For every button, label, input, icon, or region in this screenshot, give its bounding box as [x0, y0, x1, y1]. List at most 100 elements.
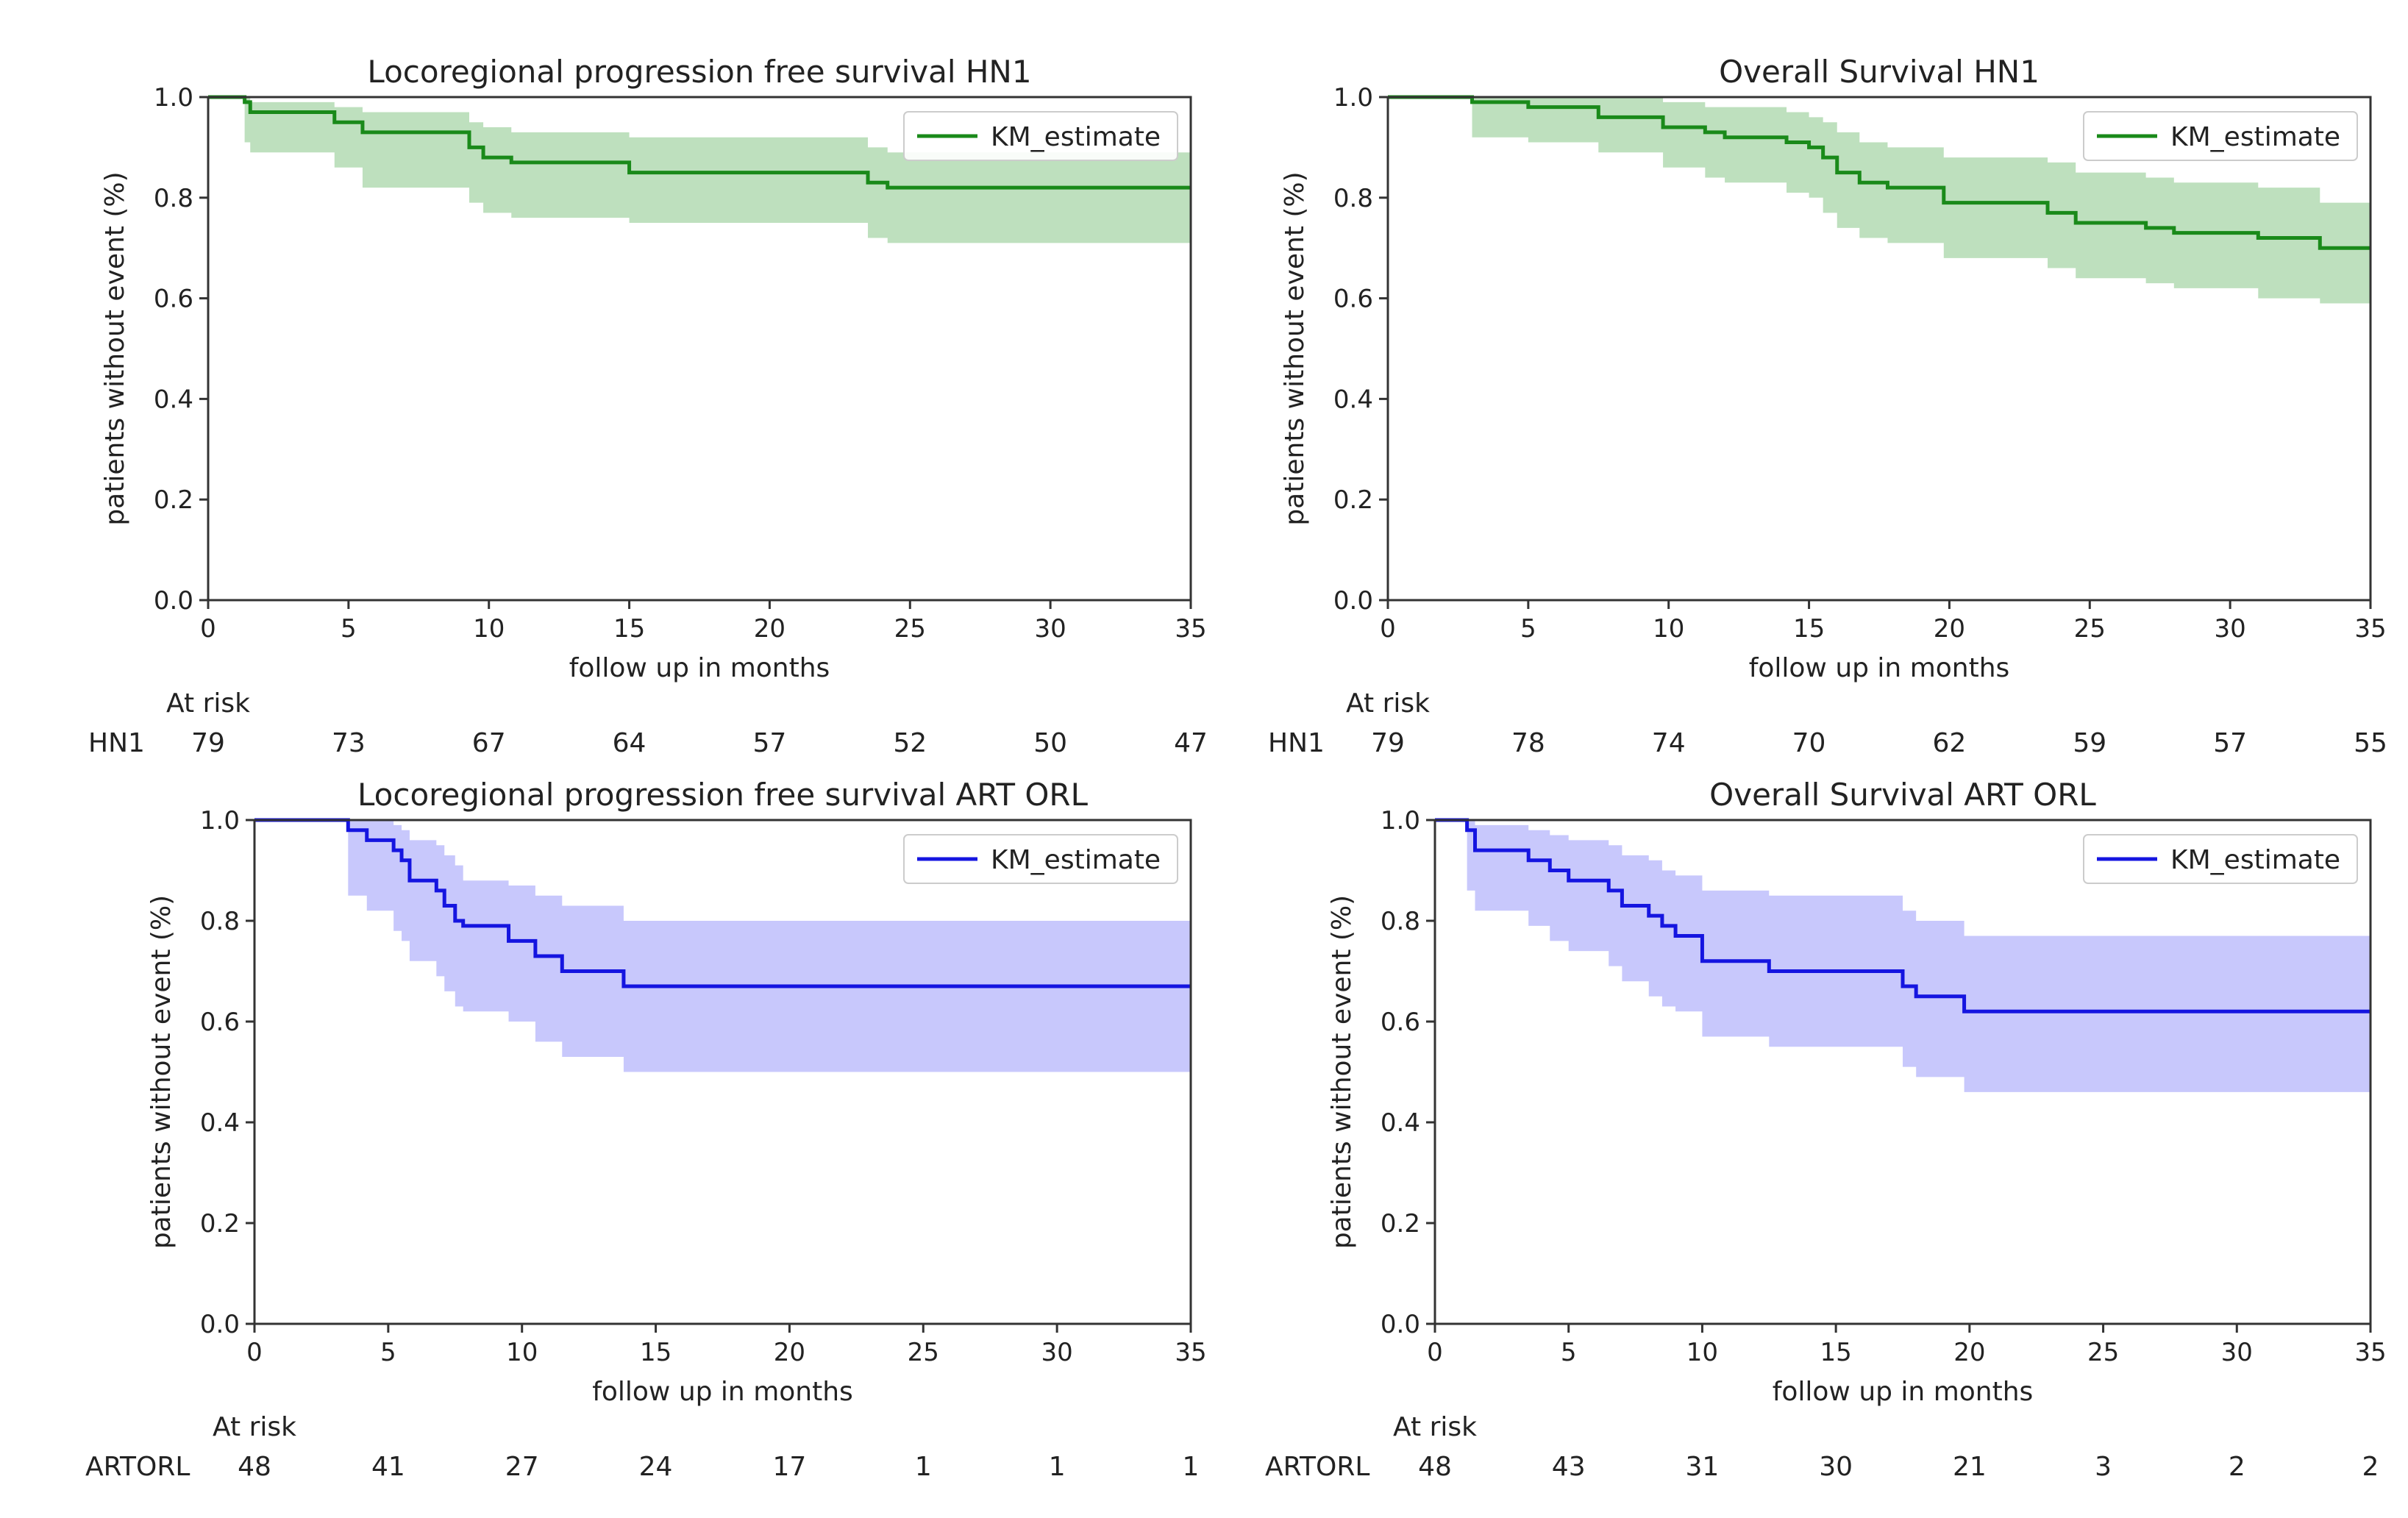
y-tick-label: 0.6	[1381, 1008, 1420, 1037]
risk-count: 52	[893, 728, 927, 758]
x-tick-label: 25	[2074, 614, 2106, 644]
risk-count: 70	[1792, 728, 1826, 758]
x-tick-label: 25	[894, 614, 926, 644]
x-axis-label: follow up in months	[592, 1377, 853, 1407]
km-estimate-line	[1435, 818, 2370, 1013]
risk-count: 79	[1371, 728, 1405, 758]
x-tick-label: 30	[1035, 614, 1066, 644]
x-tick-label: 5	[1561, 1338, 1577, 1367]
x-tick-label: 10	[1653, 614, 1684, 644]
x-tick-label: 25	[908, 1338, 939, 1367]
risk-group-label: ARTORL	[1265, 1452, 1369, 1482]
chart-title: Overall Survival HN1	[1719, 54, 2040, 90]
y-tick-label: 0.8	[200, 907, 240, 936]
risk-count: 48	[238, 1452, 271, 1482]
legend-label: KM_estimate	[991, 845, 1161, 875]
x-axis-label: follow up in months	[1749, 653, 2010, 683]
legend-box	[903, 834, 1178, 884]
y-tick-label: 0.2	[1381, 1209, 1420, 1239]
chart-panel-4: Overall Survival ART ORL 0.0 0.2 0.4 0.6 0.8 1…	[1265, 777, 2387, 1482]
x-tick-label: 10	[1686, 1338, 1718, 1367]
y-axis-label: patients without event (%)	[1280, 171, 1310, 525]
risk-group-label: ARTORL	[85, 1452, 190, 1482]
x-tick-label: 15	[1820, 1338, 1852, 1367]
risk-count: 2	[2362, 1452, 2379, 1482]
at-risk-title: At risk	[166, 688, 250, 719]
confidence-band	[254, 820, 1191, 1072]
x-tick-label: 35	[1175, 614, 1206, 644]
at-risk-title: At risk	[213, 1412, 296, 1442]
at-risk-table: At risk HN1 79 73 67 64 57 52 50 47	[88, 688, 1208, 758]
x-tick-label: 20	[774, 1338, 805, 1367]
y-tick-label: 0.2	[1333, 485, 1373, 515]
legend-box	[2083, 111, 2358, 161]
y-tick-label: 0.8	[1333, 184, 1373, 213]
risk-count: 55	[2354, 728, 2387, 758]
risk-count: 64	[613, 728, 646, 758]
y-tick-label: 0.8	[154, 184, 193, 213]
risk-count: 47	[1174, 728, 1208, 758]
risk-count: 50	[1033, 728, 1067, 758]
legend-label: KM_estimate	[991, 122, 1161, 152]
y-tick-label: 0.6	[154, 285, 193, 314]
risk-count: 24	[639, 1452, 673, 1482]
legend-box	[2083, 834, 2358, 884]
x-tick-label: 35	[2354, 614, 2386, 644]
y-tick-label: 0.6	[1333, 285, 1373, 314]
y-tick-label: 1.0	[1333, 83, 1373, 113]
risk-count: 1	[1183, 1452, 1200, 1482]
y-tick-label: 1.0	[154, 83, 193, 113]
y-axis-label: patients without event (%)	[146, 895, 177, 1249]
legend: KM_estimate	[903, 111, 1178, 161]
plot-frame	[1386, 96, 2372, 602]
risk-count: 31	[1686, 1452, 1720, 1482]
risk-count: 30	[1819, 1452, 1853, 1482]
legend: KM_estimate	[2083, 834, 2358, 884]
risk-count: 79	[191, 728, 225, 758]
y-tick-label: 0.2	[154, 485, 193, 515]
x-axis-label: follow up in months	[1773, 1377, 2034, 1407]
km-estimate-line	[254, 818, 1191, 988]
y-tick-label: 0.4	[154, 385, 193, 414]
risk-count: 57	[753, 728, 787, 758]
risk-count: 62	[1933, 728, 1967, 758]
at-risk-table: At risk ARTORL 48 41 27 24 17 1 1 1	[85, 1412, 1199, 1482]
risk-count: 17	[773, 1452, 807, 1482]
risk-count: 59	[2073, 728, 2106, 758]
risk-count: 2	[2229, 1452, 2245, 1482]
legend: KM_estimate	[903, 834, 1178, 884]
legend-box	[903, 111, 1178, 161]
x-tick-label: 0	[200, 614, 216, 644]
x-tick-label: 15	[640, 1338, 672, 1367]
x-tick-label: 20	[754, 614, 786, 644]
y-tick-label: 0.0	[154, 586, 193, 616]
at-risk-title: At risk	[1393, 1412, 1477, 1442]
risk-group-label: HN1	[88, 728, 145, 758]
risk-count: 73	[332, 728, 366, 758]
x-tick-label: 5	[341, 614, 357, 644]
risk-count: 78	[1511, 728, 1545, 758]
y-tick-label: 0.0	[200, 1310, 240, 1339]
chart-panel-1: Locoregional progression free survival H…	[88, 54, 1208, 758]
y-axis-label: patients without event (%)	[1327, 895, 1357, 1249]
x-tick-label: 25	[2087, 1338, 2119, 1367]
chart-panel-3: Locoregional progression free survival A…	[85, 777, 1207, 1482]
risk-group-label: HN1	[1268, 728, 1325, 758]
plot-frame	[1433, 819, 2372, 1325]
y-tick-label: 0.0	[1381, 1310, 1420, 1339]
x-tick-label: 0	[1427, 1338, 1443, 1367]
y-tick-label: 0.4	[1381, 1108, 1420, 1138]
risk-count: 3	[2095, 1452, 2112, 1482]
chart-title: Overall Survival ART ORL	[1709, 777, 2096, 813]
y-tick-label: 0.4	[1333, 385, 1373, 414]
risk-count: 74	[1652, 728, 1686, 758]
chart-panel-2: Overall Survival HN1 0.0 0.2 0.4 0.6 0.8 1.0 0 5…	[1268, 54, 2387, 758]
y-axis-label: patients without event (%)	[100, 171, 130, 525]
y-tick-label: 0.2	[200, 1209, 240, 1239]
x-tick-label: 15	[613, 614, 645, 644]
x-tick-label: 35	[2354, 1338, 2386, 1367]
confidence-band	[1435, 820, 2370, 1092]
y-tick-label: 0.6	[200, 1008, 240, 1037]
plot-frame	[207, 96, 1192, 602]
